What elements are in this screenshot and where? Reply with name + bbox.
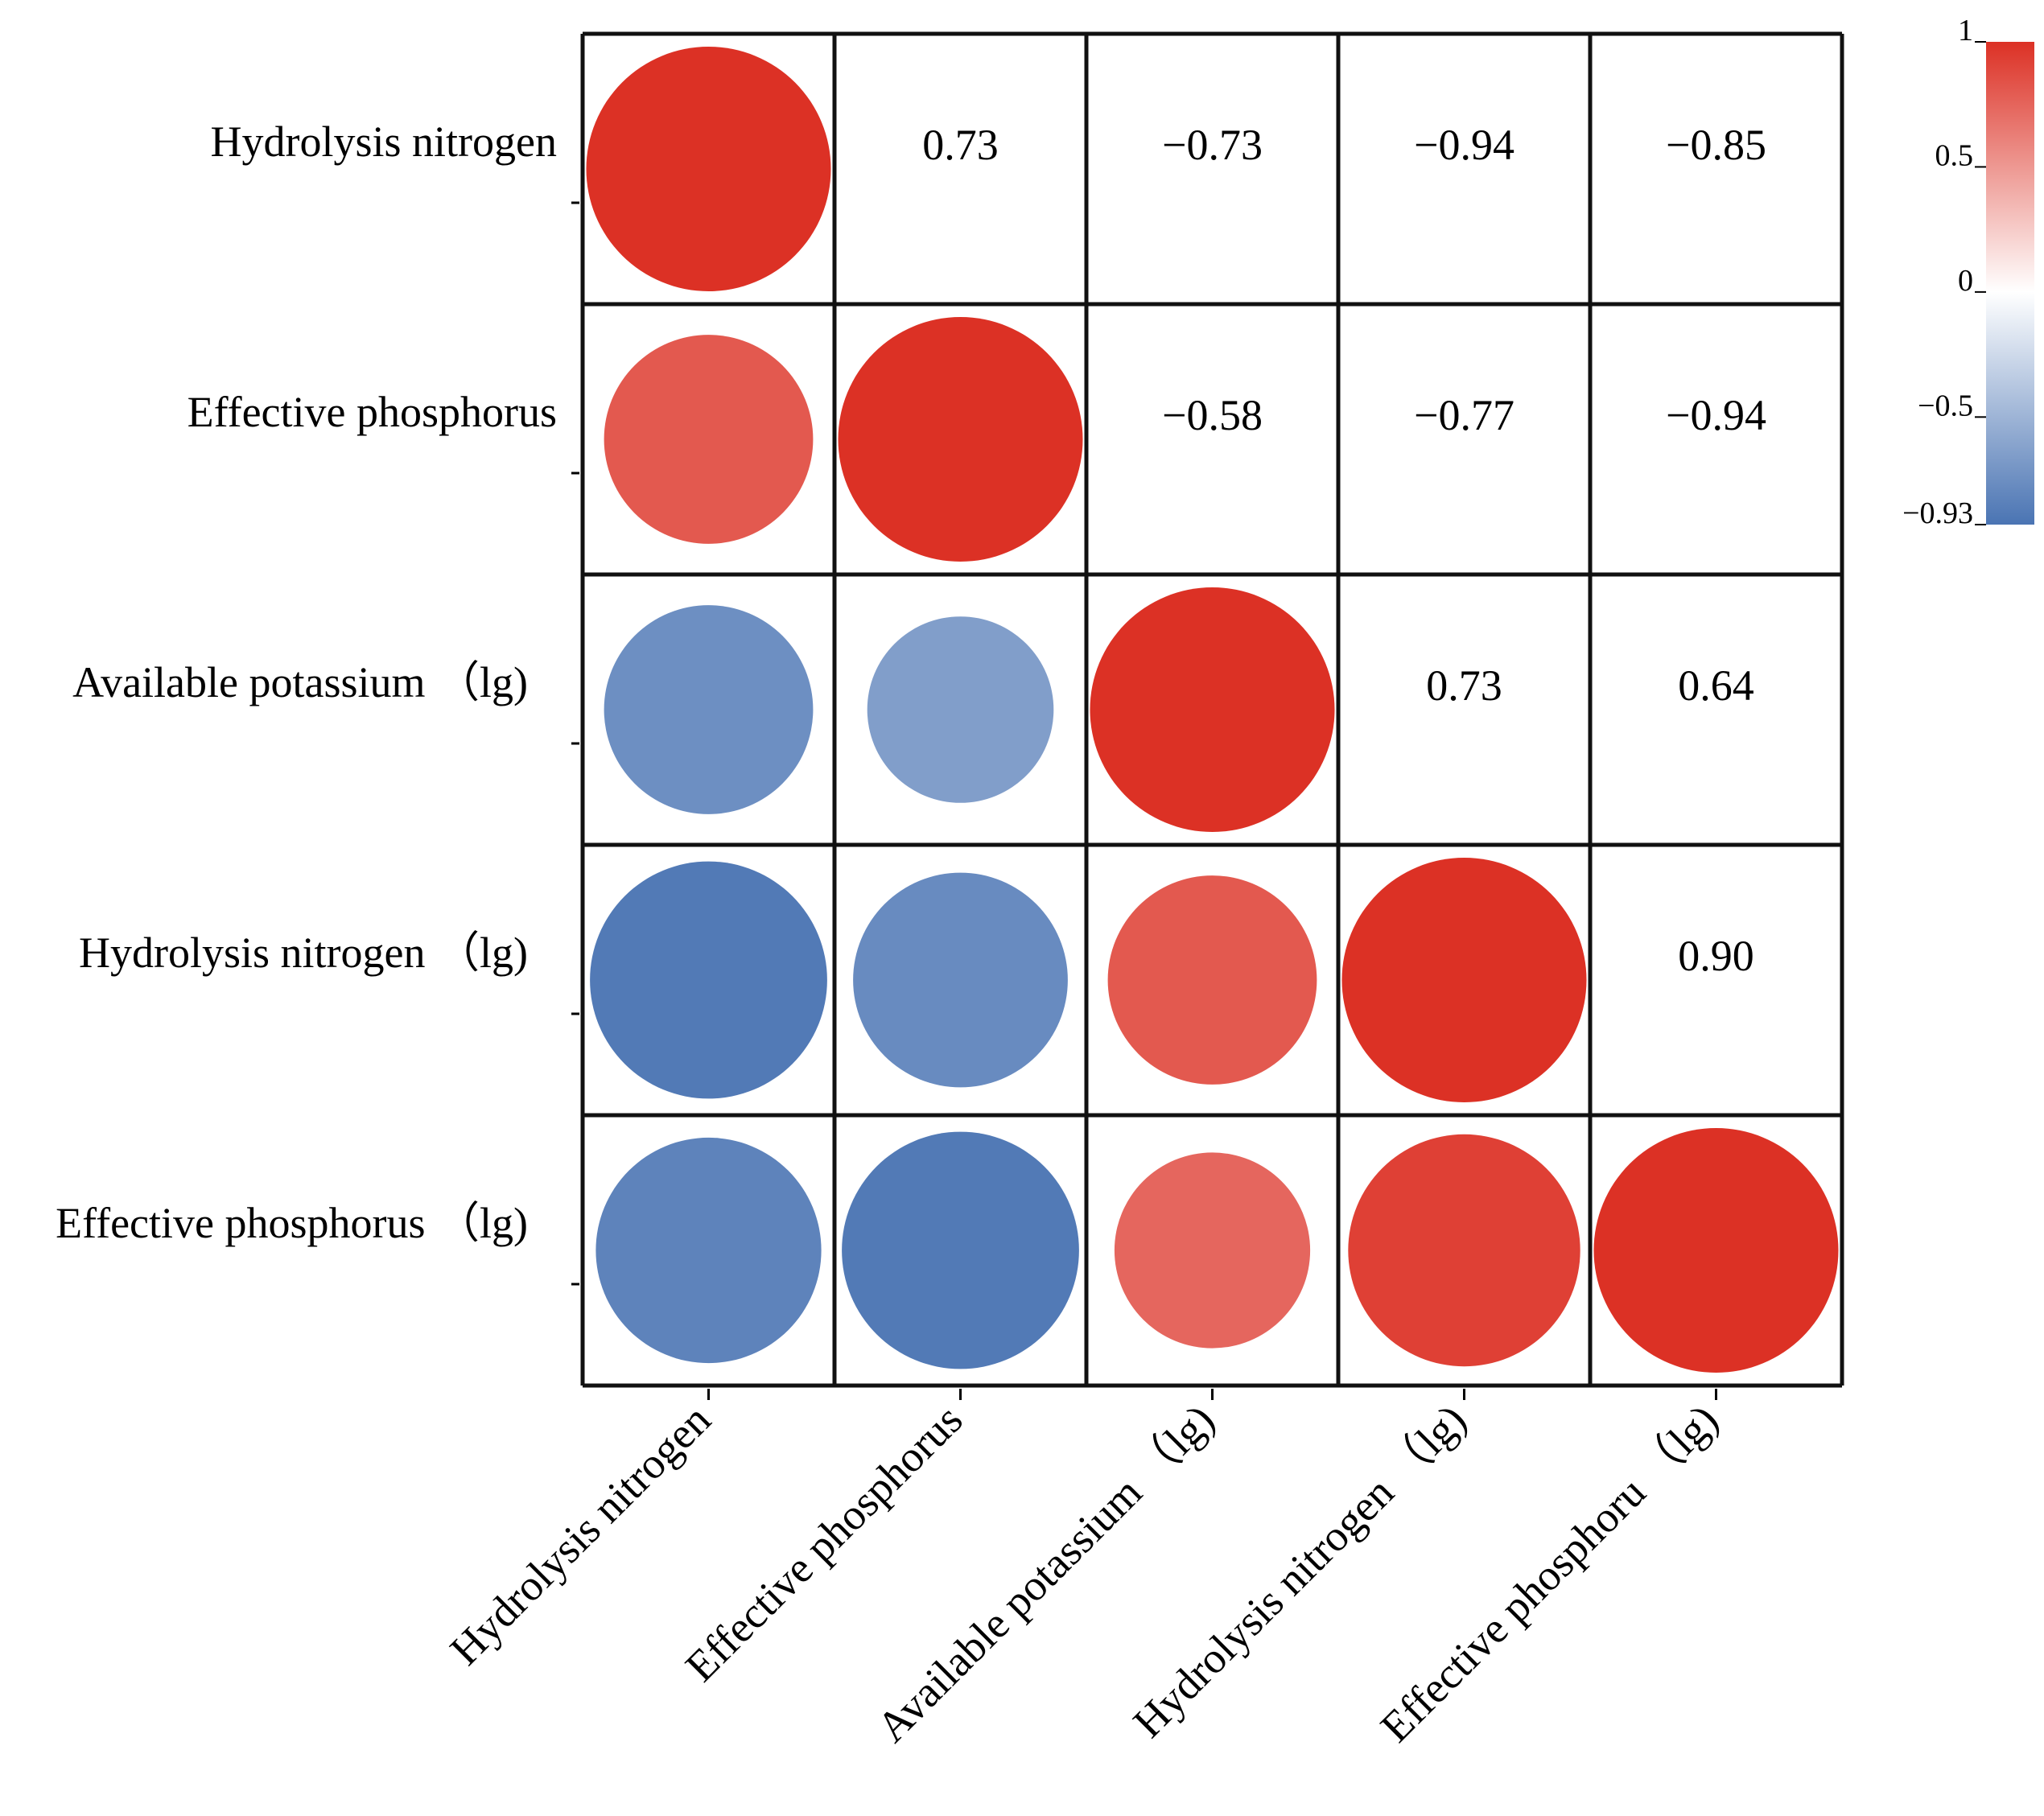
matrix-cell-4-5 xyxy=(1590,845,1842,1115)
colorbar-tick-label-1: 1 xyxy=(1958,14,1973,47)
corr-circle-1-1 xyxy=(586,47,831,291)
corr-value-2-5: −0.94 xyxy=(1666,391,1766,439)
matrix-cell-2-4 xyxy=(1338,304,1590,574)
row-label-5: Effective phosphorus （lg) xyxy=(56,1199,528,1247)
corr-value-1-3: −0.73 xyxy=(1162,121,1263,169)
corr-circle-2-2 xyxy=(838,317,1083,562)
corr-value-1-4: −0.94 xyxy=(1414,121,1514,169)
corr-circle-5-4 xyxy=(1348,1134,1580,1367)
grid-layer xyxy=(571,31,1844,1400)
corr-circle-2-1 xyxy=(604,335,814,544)
corr-circle-5-2 xyxy=(842,1131,1079,1369)
matrix-cell-1-3 xyxy=(1086,34,1338,304)
corr-circle-3-1 xyxy=(604,605,814,814)
marks-layer: 0.73 −0.73 −0.94 −0.85 −0.58 −0.77 −0.94 0.73 0.… xyxy=(586,47,1839,1373)
corr-value-4-5: 0.90 xyxy=(1678,932,1754,980)
colorbar-gradient xyxy=(1986,42,2034,525)
corr-value-3-5: 0.64 xyxy=(1678,661,1754,710)
matrix-cell-3-4 xyxy=(1338,574,1590,845)
corr-value-1-2: 0.73 xyxy=(922,121,999,169)
row-label-3: Available potassium （lg) xyxy=(72,658,528,706)
corr-circle-3-3 xyxy=(1090,587,1335,832)
colorbar-tick-label-5: −0.93 xyxy=(1902,496,1973,530)
corr-value-1-5: −0.85 xyxy=(1666,121,1766,169)
column-labels: Hydrolysis nitrogen Effective phosphorus… xyxy=(441,1395,1728,1752)
corr-circle-4-2 xyxy=(853,872,1068,1088)
row-label-1: Hydrolysis nitrogen xyxy=(211,117,557,166)
row-label-2: Effective phosphorus xyxy=(188,388,557,436)
corr-value-2-3: −0.58 xyxy=(1162,391,1263,439)
colorbar-ticks: 1 0.5 0 −0.5 −0.93 xyxy=(1902,14,1986,530)
matrix-cell-2-3 xyxy=(1086,304,1338,574)
matrix-cell-2-5 xyxy=(1590,304,1842,574)
corr-circle-3-2 xyxy=(867,616,1054,803)
row-label-4: Hydrolysis nitrogen （lg) xyxy=(79,929,528,977)
corr-circle-5-1 xyxy=(595,1137,822,1364)
colorbar-tick-label-2: 0.5 xyxy=(1935,138,1974,172)
column-label-2: Effective phosphorus xyxy=(676,1395,971,1690)
colorbar-tick-label-3: 0 xyxy=(1958,264,1973,298)
matrix-cell-1-4 xyxy=(1338,34,1590,304)
colorbar-tick-label-4: −0.5 xyxy=(1918,389,1973,422)
corr-circle-5-5 xyxy=(1593,1128,1839,1373)
matrix-cell-3-5 xyxy=(1590,574,1842,845)
corr-circle-4-1 xyxy=(590,861,827,1099)
corr-circle-5-3 xyxy=(1114,1152,1311,1349)
matrix-cell-1-2 xyxy=(834,34,1086,304)
row-labels: Hydrolysis nitrogen Effective phosphorus… xyxy=(56,117,557,1247)
corr-circle-4-4 xyxy=(1341,858,1587,1102)
corr-value-2-4: −0.77 xyxy=(1414,391,1514,439)
corr-value-3-4: 0.73 xyxy=(1426,661,1502,710)
colorbar: 1 0.5 0 −0.5 −0.93 xyxy=(1902,14,2034,530)
column-label-1: Hydrolysis nitrogen xyxy=(441,1395,720,1674)
matrix-cell-1-5 xyxy=(1590,34,1842,304)
corr-circle-4-3 xyxy=(1107,875,1317,1085)
